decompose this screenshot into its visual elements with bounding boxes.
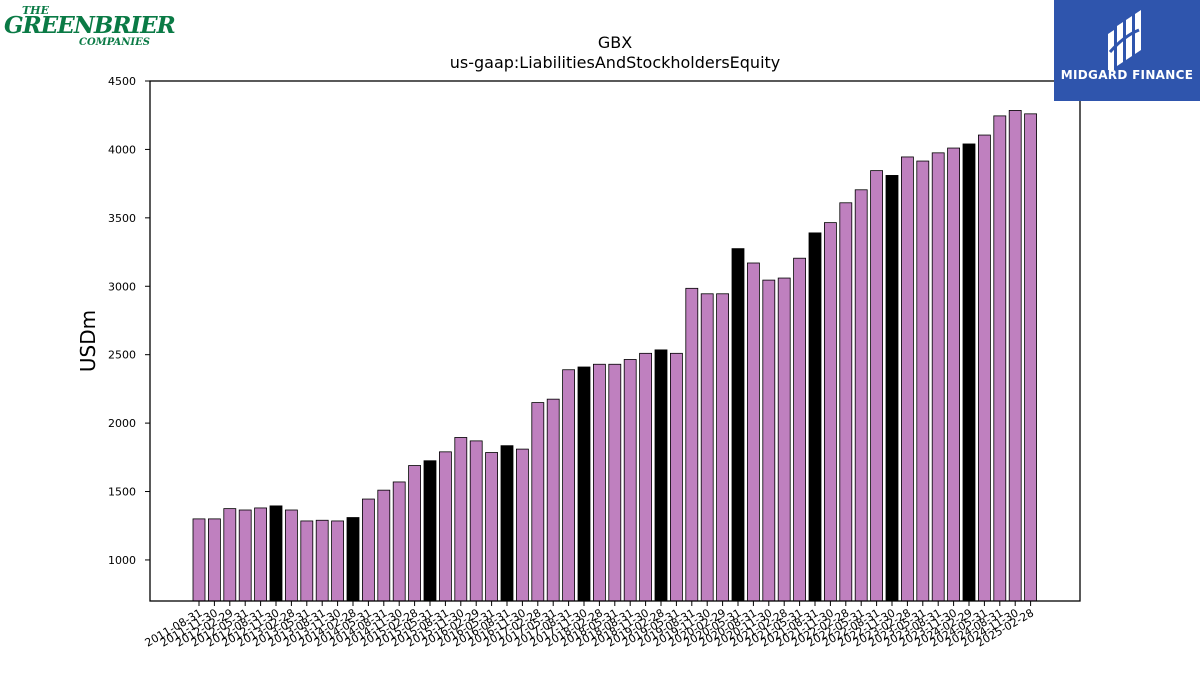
y-tick-label: 2000 bbox=[108, 417, 136, 430]
bar bbox=[516, 448, 529, 602]
bar bbox=[777, 277, 791, 602]
y-tick-label: 1500 bbox=[108, 486, 136, 499]
bars-group bbox=[192, 110, 1037, 602]
bar bbox=[808, 232, 822, 602]
y-tick-label: 4000 bbox=[108, 143, 136, 156]
bar bbox=[916, 160, 930, 602]
bar bbox=[670, 352, 683, 602]
bar bbox=[238, 509, 252, 602]
bar bbox=[839, 202, 853, 602]
chart-subtitle: us-gaap:LiabilitiesAndStockholdersEquity bbox=[450, 53, 781, 72]
greenbrier-logo: THE GREENBRIER COMPANIES bbox=[4, 4, 176, 52]
bar bbox=[901, 156, 914, 602]
bar bbox=[269, 505, 283, 602]
bar bbox=[485, 452, 499, 602]
midgard-mark-icon bbox=[1108, 10, 1141, 70]
bar bbox=[824, 222, 837, 602]
bar bbox=[885, 175, 899, 602]
bar bbox=[300, 520, 314, 602]
bar bbox=[577, 366, 591, 602]
bar bbox=[392, 481, 406, 602]
bar bbox=[685, 287, 699, 602]
bar bbox=[639, 352, 652, 602]
bar bbox=[469, 440, 483, 602]
greenbrier-logo-the: THE bbox=[22, 4, 49, 17]
bar bbox=[500, 445, 514, 602]
bar bbox=[870, 170, 883, 602]
bar bbox=[793, 257, 806, 602]
bar bbox=[331, 520, 345, 602]
bar bbox=[593, 363, 606, 602]
bar bbox=[408, 465, 422, 602]
bar bbox=[315, 519, 329, 602]
y-tick-label: 4500 bbox=[108, 75, 136, 88]
bar bbox=[254, 507, 268, 602]
bar bbox=[562, 369, 575, 602]
bar bbox=[1024, 113, 1037, 602]
y-axis: 1000 1500 2000 2500 3000 3500 4000 4500 bbox=[108, 75, 150, 567]
bar bbox=[993, 115, 1007, 602]
bar bbox=[608, 363, 622, 602]
y-tick-label: 3000 bbox=[108, 280, 136, 293]
bar bbox=[700, 293, 714, 602]
bar bbox=[192, 518, 206, 602]
greenbrier-logo-companies: COMPANIES bbox=[79, 37, 150, 48]
chart-title: GBX bbox=[598, 33, 632, 52]
midgard-logo-text: MIDGARD FINANCE bbox=[1060, 68, 1194, 82]
plot-frame bbox=[149, 80, 1081, 602]
bar bbox=[223, 508, 237, 602]
bar bbox=[716, 293, 729, 602]
bar bbox=[531, 402, 545, 602]
bar bbox=[978, 134, 991, 602]
bar bbox=[346, 517, 360, 602]
y-tick-label: 3500 bbox=[108, 212, 136, 225]
bar bbox=[762, 279, 776, 602]
bar bbox=[546, 398, 560, 602]
bar bbox=[438, 451, 452, 602]
bar bbox=[931, 152, 945, 602]
y-tick-label: 1000 bbox=[108, 554, 136, 567]
x-axis: 2011-08-312011-11-302012-02-292012-05-31… bbox=[143, 601, 1036, 650]
bar bbox=[854, 189, 868, 602]
bar bbox=[623, 359, 637, 602]
bar bbox=[747, 262, 760, 602]
bar bbox=[207, 518, 221, 602]
bar bbox=[654, 349, 668, 602]
bar bbox=[377, 489, 391, 602]
bar bbox=[454, 437, 468, 602]
bar bbox=[361, 498, 375, 602]
bar bbox=[423, 460, 437, 602]
greenbrier-logo-name: GREENBRIER bbox=[4, 12, 176, 39]
y-axis-label: USDm bbox=[76, 310, 100, 372]
bar bbox=[731, 248, 745, 602]
bar bbox=[1008, 110, 1022, 602]
bar bbox=[962, 143, 976, 602]
midgard-finance-logo: MIDGARD FINANCE bbox=[1054, 0, 1200, 101]
bar bbox=[284, 509, 298, 602]
bar bbox=[947, 147, 960, 602]
y-tick-label: 2500 bbox=[108, 349, 136, 362]
